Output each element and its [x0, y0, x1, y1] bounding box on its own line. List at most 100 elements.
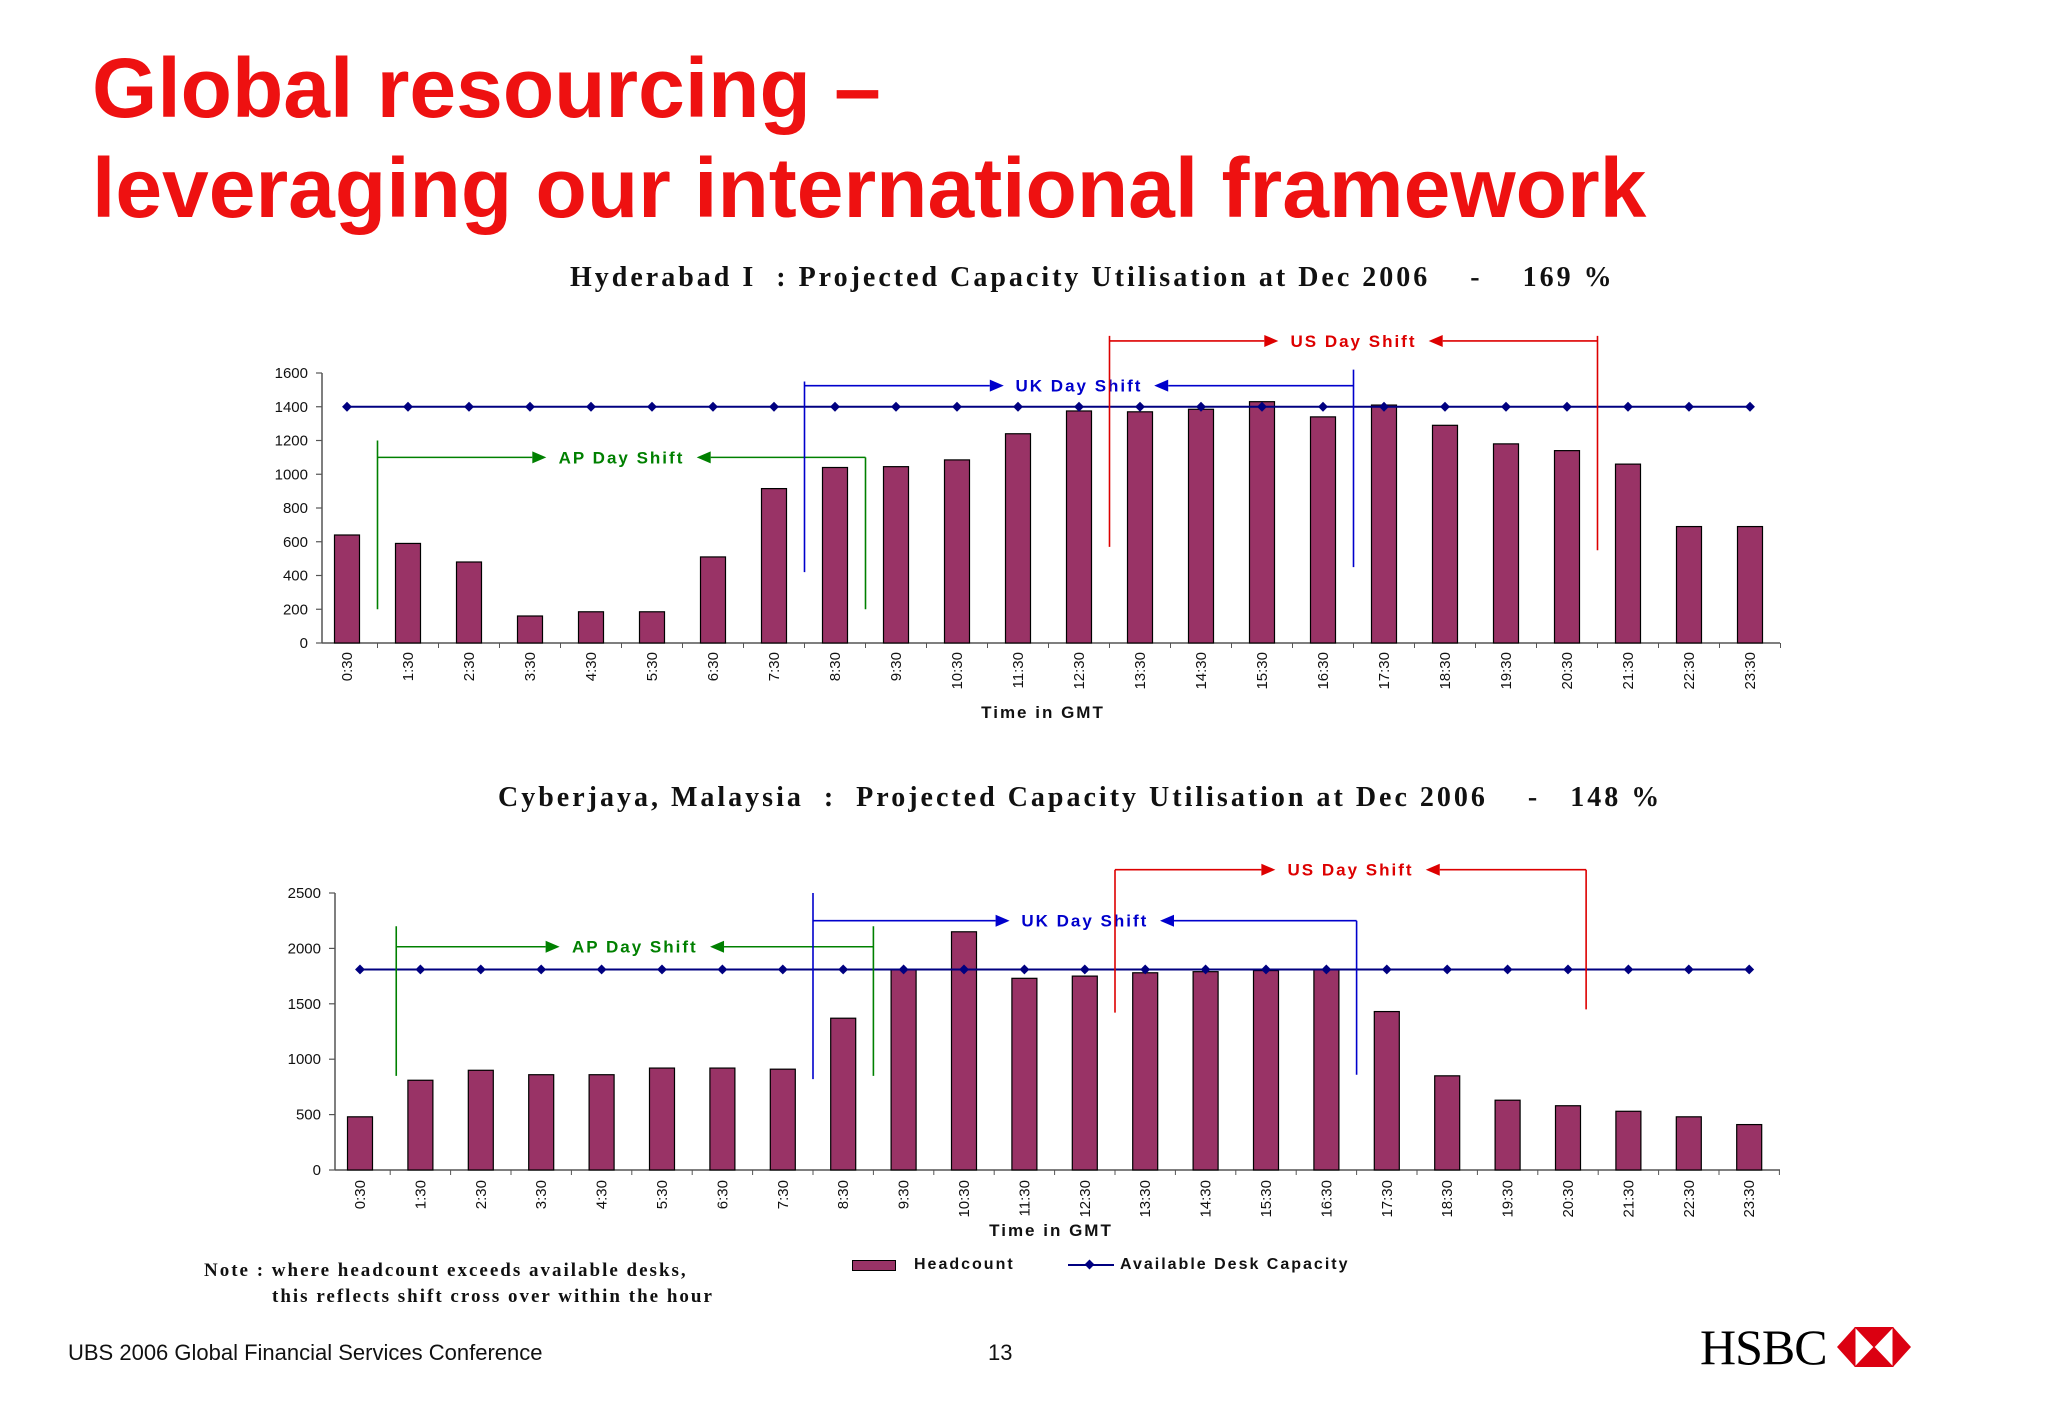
logo-text: HSBC: [1700, 1319, 1828, 1375]
x-tick-label: 8:30: [827, 652, 844, 681]
x-tick-label: 21:30: [1620, 1180, 1637, 1218]
capacity-point: [1501, 401, 1511, 412]
x-tick-label: 1:30: [400, 652, 417, 681]
x-tick-label: 18:30: [1437, 652, 1454, 690]
legend-capacity-label: Available Desk Capacity: [1120, 1256, 1350, 1273]
shift-arrow-head: [1160, 914, 1174, 927]
capacity-point: [1381, 964, 1392, 975]
x-tick-label: 23:30: [1741, 1180, 1758, 1218]
x-axis-title: Time in GMT: [989, 1221, 1113, 1240]
x-tick-label: 20:30: [1560, 1180, 1577, 1218]
capacity-point: [1379, 401, 1389, 412]
bar: [588, 1074, 615, 1171]
y-tick-label: 200: [283, 601, 308, 618]
capacity-point: [1321, 964, 1332, 975]
capacity-line-icon: [1068, 1260, 1114, 1270]
bar: [1736, 525, 1764, 644]
y-tick-label: 600: [283, 534, 308, 551]
x-tick-label: 7:30: [766, 652, 783, 681]
x-tick-label: 12:30: [1077, 1180, 1094, 1218]
bar: [1553, 450, 1581, 644]
bar: [1248, 401, 1276, 644]
capacity-point: [1261, 964, 1271, 975]
capacity-point: [475, 964, 486, 975]
bar: [1309, 416, 1337, 644]
x-tick-label: 4:30: [594, 1180, 611, 1209]
capacity-point: [1562, 401, 1572, 412]
y-tick-label: 1600: [275, 365, 308, 382]
bar: [528, 1074, 555, 1171]
bar: [394, 542, 422, 644]
bar: [1370, 404, 1398, 644]
shift-label: UK Day Shift: [1016, 377, 1143, 396]
legend-headcount-label: Headcount: [914, 1256, 1015, 1273]
bar: [1431, 424, 1459, 644]
headcount-swatch-icon: [852, 1259, 896, 1271]
note-line1: Note : where headcount exceeds available…: [204, 1260, 688, 1281]
capacity-point: [403, 401, 413, 412]
bar: [699, 556, 727, 644]
x-tick-label: 9:30: [888, 652, 905, 681]
chart-title-hyderabad: Hyderabad I : Projected Capacity Utilisa…: [570, 262, 1615, 293]
bar: [821, 466, 849, 644]
bar: [638, 611, 666, 644]
x-tick-label: 0:30: [352, 1180, 369, 1209]
capacity-point: [596, 964, 607, 975]
capacity-point: [1442, 964, 1453, 975]
x-tick-label: 17:30: [1376, 652, 1393, 690]
capacity-point: [536, 964, 547, 975]
note-line2: this reflects shift cross over within th…: [272, 1286, 714, 1307]
x-tick-label: 6:30: [705, 652, 722, 681]
hsbc-logo: HSBC: [1700, 1318, 1911, 1376]
bar: [1614, 463, 1642, 644]
x-tick-label: 19:30: [1500, 1180, 1517, 1218]
bar: [1071, 975, 1098, 1171]
capacity-point: [464, 401, 474, 412]
bar: [709, 1067, 736, 1171]
shift-label: AP Day Shift: [572, 938, 698, 957]
x-tick-label: 22:30: [1681, 1180, 1698, 1218]
chart-title-cyberjaya: Cyberjaya, Malaysia : Projected Capacity…: [498, 782, 1663, 813]
shift-arrow-head: [1261, 863, 1276, 876]
capacity-point: [1684, 401, 1694, 412]
bar: [333, 534, 361, 644]
shift-label: UK Day Shift: [1021, 912, 1148, 931]
capacity-point: [355, 964, 365, 975]
capacity-point: [1257, 401, 1267, 412]
chart-hyderabad: 0 200 400 600 800 1000 1200 1400 1600 0:30 1:30 2:3…: [275, 332, 1781, 722]
capacity-point: [830, 401, 840, 412]
chart-cyberjaya: 0 500 1000 1500 2000 2500 0:30 1:30 2:30 3:30 4:30…: [288, 861, 1780, 1240]
x-tick-label: 20:30: [1559, 652, 1576, 690]
capacity-point: [1019, 964, 1030, 975]
capacity-point: [1074, 401, 1084, 412]
bar: [455, 561, 483, 644]
x-axis-title: Time in GMT: [981, 703, 1105, 722]
y-tick-label: 500: [296, 1107, 321, 1124]
x-tick-label: 0:30: [339, 652, 356, 681]
x-tick-label: 10:30: [949, 652, 966, 690]
capacity-point: [708, 401, 718, 412]
x-tick-label: 11:30: [1010, 652, 1027, 688]
x-tick-label: 5:30: [654, 1180, 671, 1209]
capacity-point: [1140, 964, 1151, 975]
x-tick-label: 3:30: [522, 652, 539, 681]
y-tick-label: 1200: [275, 433, 308, 450]
x-tick-label: 14:30: [1193, 652, 1210, 690]
bar: [1615, 1110, 1642, 1171]
x-tick-label: 1:30: [412, 1180, 429, 1209]
capacity-point: [342, 401, 352, 412]
x-tick-label: 21:30: [1620, 652, 1637, 690]
x-tick-label: 6:30: [714, 1180, 731, 1209]
legend-headcount: Headcount: [852, 1256, 1015, 1274]
bar: [1494, 1099, 1521, 1171]
capacity-point: [1013, 401, 1023, 412]
slide-title-line1: Global resourcing –: [92, 41, 881, 135]
shift-arrow-head: [995, 914, 1010, 927]
x-tick-label: 2:30: [461, 652, 478, 681]
capacity-point: [1623, 964, 1634, 975]
capacity-point: [1683, 964, 1694, 975]
shift-arrow-head: [989, 379, 1004, 392]
capacity-point: [838, 964, 849, 975]
capacity-point: [1318, 401, 1328, 412]
bar: [1126, 411, 1154, 644]
